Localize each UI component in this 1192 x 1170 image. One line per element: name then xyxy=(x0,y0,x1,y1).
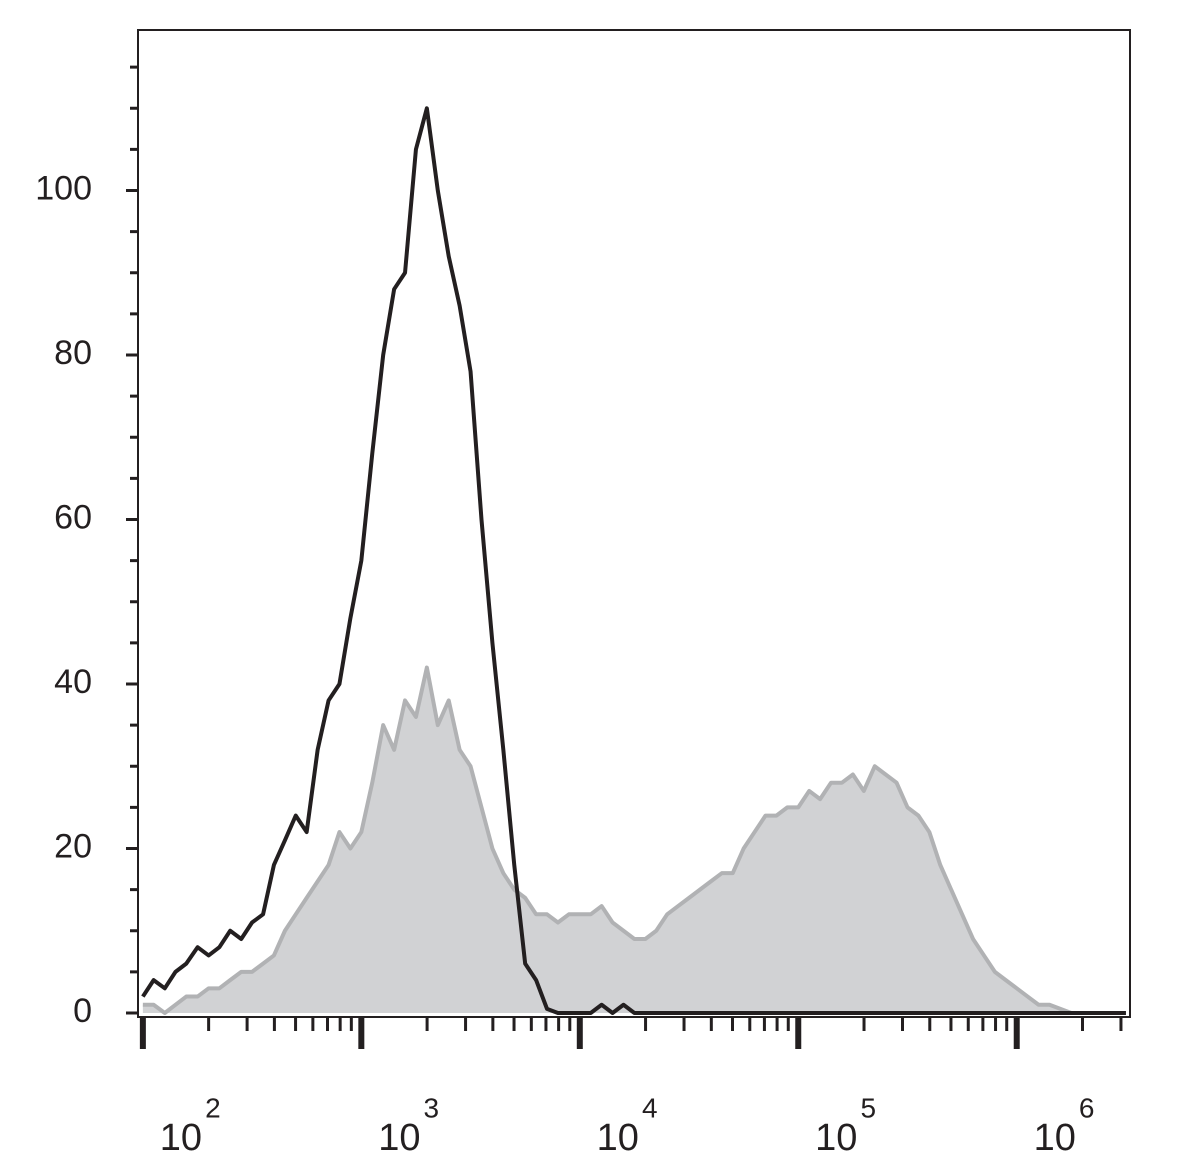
y-tick-label: 40 xyxy=(54,663,92,701)
plot-frame xyxy=(137,29,1131,1018)
area-fill xyxy=(142,667,1072,1013)
line xyxy=(141,106,1126,1015)
x-tick-exponent: 3 xyxy=(424,1092,440,1123)
x-tick-exponent: 2 xyxy=(205,1092,221,1123)
x-tick-label: 10 xyxy=(1034,1117,1076,1159)
y-tick-label: 100 xyxy=(35,169,92,207)
x-tick-label: 10 xyxy=(815,1117,857,1159)
y-tick-label: 80 xyxy=(54,334,92,372)
area-outline xyxy=(142,665,1073,1015)
y-tick-label: 0 xyxy=(73,992,92,1030)
plot-area xyxy=(141,106,1126,1015)
x-tick-label: 10 xyxy=(378,1117,420,1159)
y-tick-label: 20 xyxy=(54,827,92,865)
x-tick-exponent: 6 xyxy=(1079,1092,1095,1123)
x-tick-exponent: 4 xyxy=(642,1092,658,1123)
x-tick-label: 10 xyxy=(160,1117,202,1159)
x-tick-exponent: 5 xyxy=(860,1092,876,1123)
y-tick-label: 60 xyxy=(54,498,92,536)
x-tick-label: 10 xyxy=(597,1117,639,1159)
